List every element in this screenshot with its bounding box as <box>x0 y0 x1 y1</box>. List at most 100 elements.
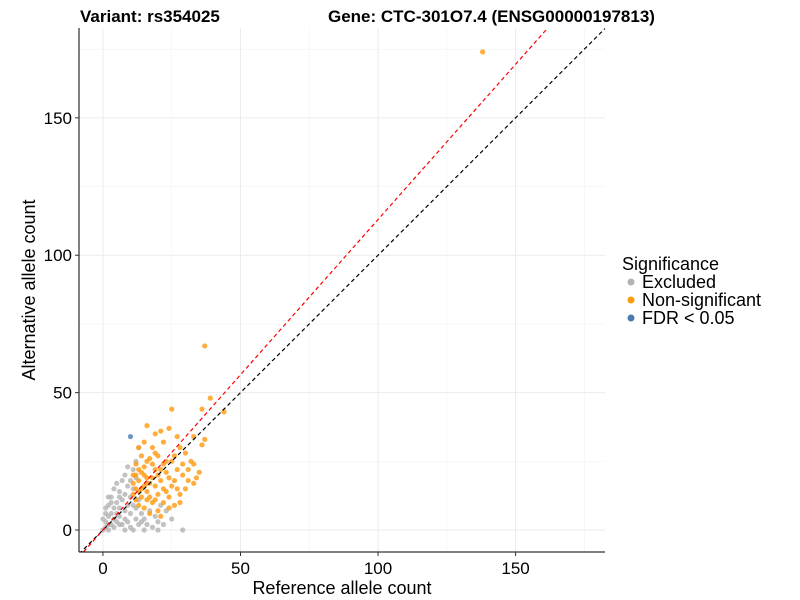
legend-marker-icon <box>627 314 635 322</box>
y-tick-label: 100 <box>44 246 72 265</box>
point-non-significant <box>185 477 191 484</box>
x-axis-label: Reference allele count <box>252 578 431 598</box>
legend-title: Significance <box>622 254 719 274</box>
point-excluded <box>122 527 128 533</box>
point-non-significant <box>174 466 180 473</box>
point-non-significant <box>152 483 158 489</box>
point-non-significant <box>160 439 167 445</box>
point-non-significant <box>166 505 172 511</box>
point-non-significant <box>138 494 145 500</box>
point-non-significant <box>166 425 172 431</box>
point-non-significant <box>141 439 147 445</box>
legend: Significance ExcludedNon-significantFDR … <box>622 254 761 328</box>
point-non-significant <box>138 453 145 459</box>
point-non-significant <box>171 502 178 508</box>
point-non-significant <box>155 491 161 497</box>
point-non-significant <box>177 444 183 451</box>
point-excluded <box>108 510 114 517</box>
point-excluded <box>116 494 123 500</box>
point-non-significant <box>174 486 180 492</box>
point-non-significant <box>141 464 147 470</box>
point-non-significant <box>158 466 164 473</box>
point-excluded <box>149 524 156 530</box>
point-non-significant <box>144 475 150 481</box>
point-non-significant <box>177 499 183 506</box>
point-non-significant <box>202 343 208 349</box>
point-excluded <box>111 505 117 511</box>
point-excluded <box>152 513 158 519</box>
point-excluded <box>144 521 150 528</box>
point-excluded <box>130 466 136 473</box>
point-excluded <box>116 488 123 495</box>
y-tick-label: 50 <box>53 384 72 403</box>
point-non-significant <box>185 466 191 473</box>
point-excluded <box>122 491 128 497</box>
x-tick-label: 0 <box>98 559 107 578</box>
x-tick-label: 100 <box>364 559 392 578</box>
point-excluded <box>111 486 117 492</box>
point-non-significant <box>202 436 208 442</box>
point-non-significant <box>133 461 139 467</box>
points <box>100 49 486 533</box>
point-excluded <box>103 505 109 511</box>
point-non-significant <box>136 477 142 484</box>
point-non-significant <box>136 502 142 508</box>
point-non-significant <box>149 461 156 467</box>
point-non-significant <box>152 450 158 456</box>
point-excluded <box>160 521 167 528</box>
point-excluded <box>130 527 136 533</box>
point-non-significant <box>133 497 139 503</box>
point-non-significant <box>163 469 169 475</box>
point-excluded <box>138 510 145 517</box>
ticks: 0 50 100 150 0 50 100 150 <box>44 109 530 578</box>
point-non-significant <box>174 433 180 440</box>
y-tick-label: 0 <box>63 521 72 540</box>
point-non-significant <box>147 510 153 517</box>
point-non-significant <box>196 469 202 475</box>
point-non-significant <box>130 480 136 486</box>
point-non-significant <box>191 480 197 486</box>
fit-line <box>82 28 549 552</box>
point-non-significant <box>171 477 178 484</box>
point-excluded <box>155 527 161 533</box>
point-excluded <box>103 510 109 517</box>
point-non-significant <box>169 483 175 489</box>
point-non-significant <box>199 406 205 412</box>
point-excluded <box>127 510 134 517</box>
point-non-significant <box>152 466 158 473</box>
title-gene: Gene: CTC-301O7.4 (ENSG00000197813) <box>328 7 655 26</box>
point-non-significant <box>158 428 164 434</box>
point-non-significant <box>158 513 164 519</box>
point-excluded <box>114 480 120 486</box>
point-excluded <box>155 519 161 525</box>
point-non-significant <box>160 499 167 506</box>
point-excluded <box>111 524 117 530</box>
point-non-significant <box>144 480 150 486</box>
point-excluded <box>125 483 131 489</box>
point-non-significant <box>199 442 205 448</box>
point-non-significant <box>144 497 150 503</box>
point-non-significant <box>130 491 136 497</box>
point-excluded <box>108 499 114 506</box>
point-excluded <box>122 472 128 478</box>
identity-line <box>80 28 605 552</box>
point-non-significant <box>191 433 197 440</box>
point-non-significant <box>166 494 172 500</box>
point-non-significant <box>158 477 164 484</box>
point-non-significant <box>152 431 158 437</box>
point-excluded <box>114 499 120 506</box>
point-non-significant <box>136 466 142 473</box>
point-non-significant <box>160 461 167 467</box>
point-non-significant <box>479 49 486 55</box>
title-variant: Variant: rs354025 <box>80 7 220 26</box>
point-non-significant <box>144 488 150 495</box>
point-non-significant <box>221 409 227 415</box>
point-non-significant <box>155 508 161 514</box>
point-fdr-0-05 <box>127 433 134 440</box>
point-non-significant <box>193 475 200 481</box>
point-excluded <box>138 519 145 525</box>
legend-entry-label: Non-significant <box>642 290 761 310</box>
point-non-significant <box>182 450 189 456</box>
x-tick-label: 50 <box>231 559 250 578</box>
